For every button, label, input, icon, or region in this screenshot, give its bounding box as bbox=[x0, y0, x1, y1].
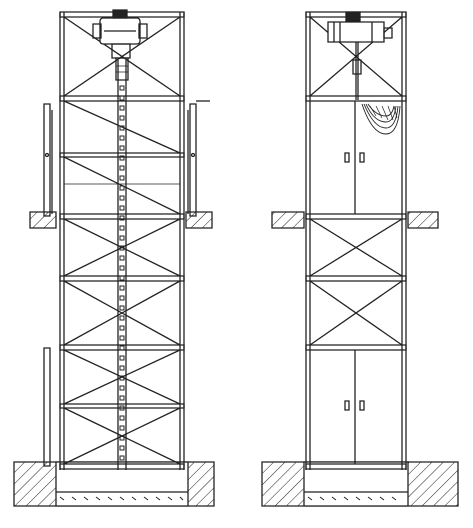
rack-tooth bbox=[120, 136, 124, 140]
side-view bbox=[262, 12, 458, 506]
mast-rack-teeth bbox=[120, 86, 124, 460]
rack-tooth bbox=[120, 296, 124, 300]
rack-tooth bbox=[120, 436, 124, 440]
lower-cabinet bbox=[345, 350, 364, 464]
door-handle-icon bbox=[345, 153, 364, 162]
rack-tooth bbox=[120, 366, 124, 370]
rack-tooth bbox=[120, 146, 124, 150]
rack-tooth bbox=[120, 116, 124, 120]
rack-tooth bbox=[120, 386, 124, 390]
rack-tooth bbox=[120, 126, 124, 130]
rack-tooth bbox=[120, 206, 124, 210]
rack-tooth bbox=[120, 256, 124, 260]
rack-tooth bbox=[120, 336, 124, 340]
rack-tooth bbox=[120, 406, 124, 410]
rack-tooth bbox=[120, 456, 124, 460]
rack-tooth bbox=[120, 426, 124, 430]
rack-tooth bbox=[120, 416, 124, 420]
rack-tooth bbox=[120, 236, 124, 240]
rack-tooth bbox=[120, 356, 124, 360]
rack-tooth bbox=[120, 96, 124, 100]
rack-tooth bbox=[120, 166, 124, 170]
front-tower-frame bbox=[60, 12, 184, 470]
rack-tooth bbox=[120, 376, 124, 380]
rack-tooth bbox=[120, 326, 124, 330]
rack-tooth bbox=[120, 446, 124, 450]
rack-tooth bbox=[120, 316, 124, 320]
upper-cabinet bbox=[345, 101, 364, 214]
rack-tooth bbox=[120, 176, 124, 180]
side-floor-slab bbox=[272, 212, 438, 228]
hoist-motor-icon bbox=[93, 10, 147, 80]
rack-tooth bbox=[120, 346, 124, 350]
front-view bbox=[14, 10, 214, 506]
rack-tooth bbox=[120, 216, 124, 220]
rack-tooth bbox=[120, 286, 124, 290]
rack-tooth bbox=[120, 306, 124, 310]
rack-tooth bbox=[120, 266, 124, 270]
rack-tooth bbox=[120, 246, 124, 250]
rack-tooth bbox=[120, 156, 124, 160]
rack-tooth bbox=[120, 186, 124, 190]
rack-tooth bbox=[120, 396, 124, 400]
front-guide-rails bbox=[44, 101, 210, 466]
rack-tooth bbox=[120, 276, 124, 280]
door-handle-icon bbox=[345, 401, 364, 410]
rack-tooth bbox=[120, 86, 124, 90]
trailing-cable-icon bbox=[362, 104, 400, 134]
rack-tooth bbox=[120, 106, 124, 110]
front-central-mast bbox=[118, 60, 126, 470]
cable-drum-icon bbox=[328, 12, 392, 100]
side-foundation bbox=[262, 462, 458, 506]
rack-tooth bbox=[120, 226, 124, 230]
rack-tooth bbox=[120, 196, 124, 200]
